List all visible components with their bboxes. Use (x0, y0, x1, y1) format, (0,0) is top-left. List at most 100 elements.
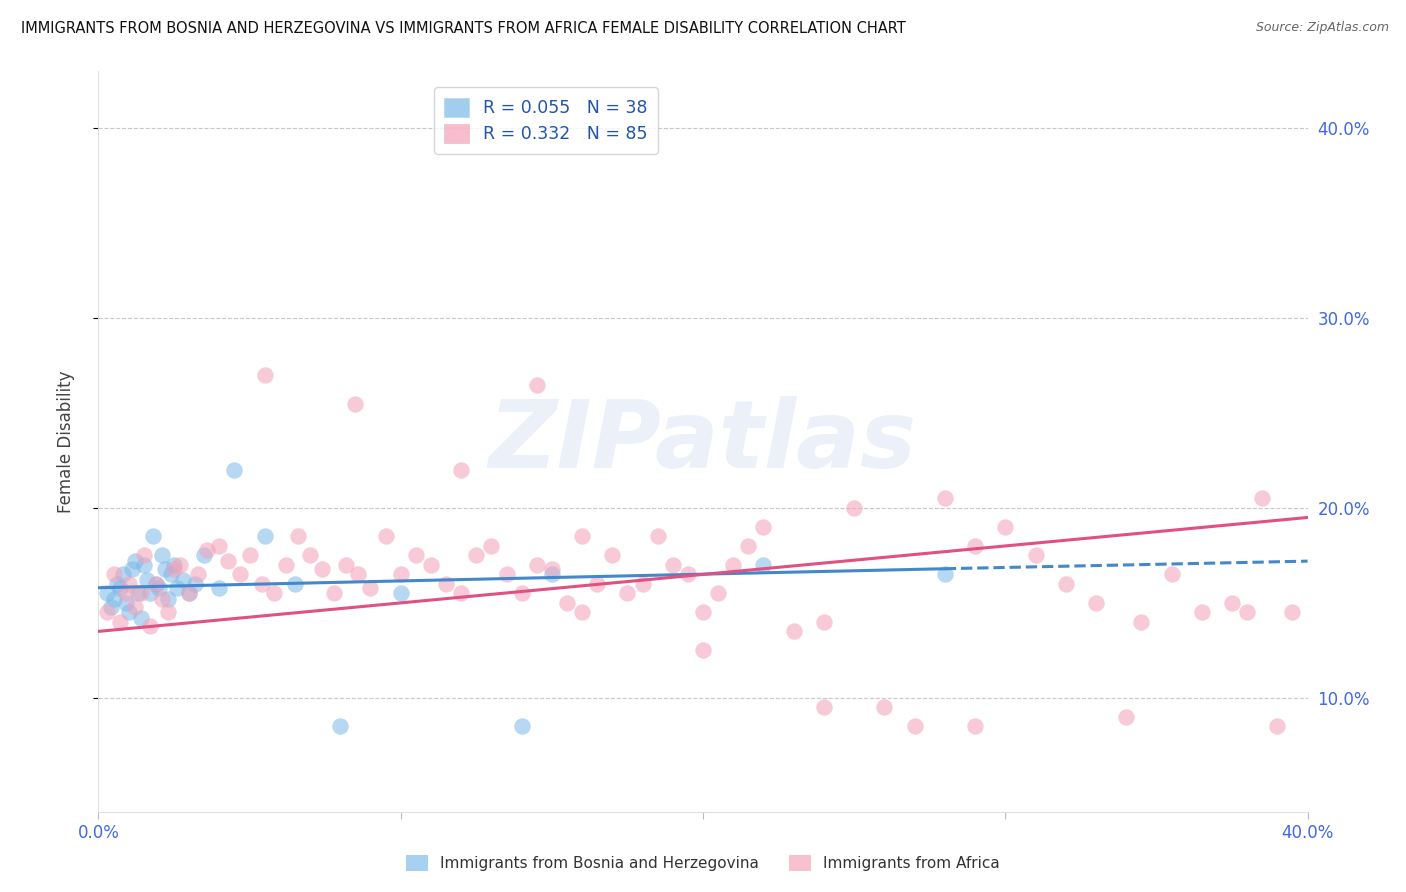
Point (465, 549, 488, 563)
Point (1024, 549, 1046, 563)
Point (360, 581, 382, 595)
Point (132, 549, 155, 563)
Point (526, 377, 548, 392)
Point (647, 529, 669, 543)
Text: IMMIGRANTS FROM BOSNIA AND HERZEGOVINA VS IMMIGRANTS FROM AFRICA FEMALE DISABILI: IMMIGRANTS FROM BOSNIA AND HERZEGOVINA V… (21, 21, 905, 36)
Point (163, 558, 186, 572)
Point (1251, 491, 1274, 506)
Point (737, 539, 759, 553)
Point (142, 529, 165, 543)
Point (994, 520, 1017, 534)
Point (229, 567, 252, 582)
Point (114, 596, 136, 610)
Point (114, 586, 136, 600)
Point (661, 558, 683, 572)
Point (145, 577, 167, 591)
Point (631, 577, 654, 591)
Point (187, 567, 209, 582)
Point (179, 586, 201, 600)
Point (160, 567, 183, 582)
Point (111, 567, 134, 582)
Point (224, 463, 246, 477)
Point (145, 577, 167, 591)
Point (129, 611, 152, 625)
Point (707, 586, 730, 600)
Point (813, 615, 835, 629)
Point (253, 368, 276, 383)
Point (405, 549, 427, 563)
Point (752, 520, 775, 534)
Point (274, 558, 297, 572)
Point (1220, 596, 1243, 610)
Point (526, 558, 548, 572)
Point (135, 573, 157, 587)
Point (676, 567, 699, 582)
Point (250, 577, 273, 591)
Point (965, 539, 987, 553)
Point (150, 592, 173, 607)
Point (1054, 577, 1077, 591)
Legend: Immigrants from Bosnia and Herzegovina, Immigrants from Africa: Immigrants from Bosnia and Herzegovina, … (401, 849, 1005, 877)
Point (179, 586, 201, 600)
Point (1085, 596, 1108, 610)
Point (323, 586, 346, 600)
Point (163, 562, 186, 576)
Point (217, 554, 239, 568)
Point (129, 586, 152, 600)
Point (1236, 606, 1258, 620)
Point (287, 529, 309, 543)
Point (156, 606, 179, 620)
Point (195, 542, 218, 557)
Point (284, 577, 307, 591)
Point (139, 618, 162, 632)
Point (103, 567, 125, 582)
Point (540, 562, 562, 576)
Point (169, 558, 191, 572)
Point (253, 529, 276, 543)
Point (299, 549, 322, 563)
Point (510, 719, 533, 733)
Point (121, 562, 143, 576)
Point (193, 549, 215, 563)
Point (311, 562, 333, 576)
Point (208, 581, 231, 595)
Point (752, 558, 775, 572)
Point (1160, 567, 1182, 582)
Point (555, 596, 578, 610)
Point (239, 549, 262, 563)
Point (347, 567, 370, 582)
Point (1267, 719, 1289, 733)
Point (965, 719, 987, 733)
Point (450, 586, 472, 600)
Point (420, 558, 443, 572)
Point (602, 549, 624, 563)
Point (873, 700, 896, 714)
Point (450, 463, 472, 477)
Point (166, 581, 188, 595)
Text: Source: ZipAtlas.com: Source: ZipAtlas.com (1256, 21, 1389, 34)
Point (184, 577, 207, 591)
Point (96, 606, 118, 620)
Point (335, 558, 357, 572)
Point (1130, 615, 1153, 629)
Point (100, 599, 122, 614)
Point (156, 592, 179, 607)
Point (374, 529, 396, 543)
Point (692, 606, 714, 620)
Point (132, 558, 155, 572)
Point (723, 558, 745, 572)
Point (96, 586, 118, 600)
Point (389, 567, 412, 582)
Point (118, 606, 141, 620)
Point (904, 719, 927, 733)
Point (586, 577, 609, 591)
Point (692, 643, 714, 657)
Point (844, 500, 866, 515)
Point (571, 606, 593, 620)
Point (124, 599, 146, 614)
Point (783, 624, 806, 639)
Point (495, 567, 517, 582)
Point (934, 491, 956, 506)
Point (208, 539, 231, 553)
Point (510, 586, 533, 600)
